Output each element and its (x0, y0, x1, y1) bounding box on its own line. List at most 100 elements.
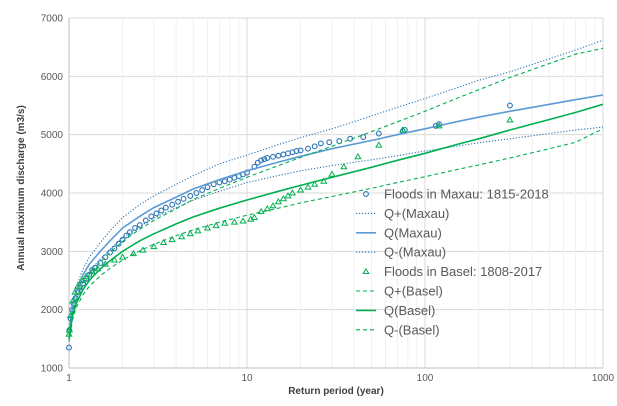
data-point (78, 276, 86, 283)
data-point (169, 201, 176, 208)
y-tick-label: 4000 (41, 189, 64, 200)
data-point (320, 177, 328, 184)
data-point (71, 288, 79, 295)
data-point (66, 344, 72, 351)
data-point (354, 153, 362, 160)
data-point (139, 246, 147, 253)
data-point (158, 207, 165, 214)
data-point (305, 145, 311, 152)
data-point (257, 207, 265, 215)
data-point (199, 187, 206, 194)
legend-label: Floods in Maxau: 1815-2018 (384, 187, 549, 202)
data-point (239, 217, 247, 224)
data-point (311, 180, 319, 187)
series-line (68, 94, 604, 334)
legend-label: Q+(Basel) (384, 284, 443, 299)
data-point (435, 122, 443, 129)
tick-labels: 1000 2000 3000 4000 5000 6000 7000 1 10 100 1000 (41, 14, 615, 385)
legend-label: Q(Basel) (384, 303, 435, 318)
data-point (180, 195, 187, 202)
data-point (74, 282, 82, 289)
data-point (270, 153, 276, 160)
series-4 (65, 116, 514, 337)
data-point (162, 204, 169, 211)
data-point (187, 192, 194, 199)
data-point (118, 253, 127, 260)
legend-item: Q(Maxau) (356, 225, 442, 240)
data-point (102, 254, 109, 261)
data-point (132, 225, 139, 231)
data-point (142, 217, 149, 224)
y-tick-label: 5000 (41, 130, 64, 141)
y-axis-title: Annual maximum discharge (m3/s) (16, 105, 27, 271)
data-point (297, 147, 304, 154)
data-point (340, 162, 348, 170)
data-point (168, 235, 176, 243)
legend-item: Floods in Basel: 1808-2017 (362, 264, 542, 279)
data-point (258, 157, 265, 164)
data-point (311, 143, 318, 150)
data-point (204, 184, 211, 191)
series-2 (68, 94, 604, 334)
legend-label: Q-(Maxau) (384, 245, 446, 260)
legend-item: Q+(Basel) (356, 284, 443, 299)
y-tick-label: 1000 (41, 364, 64, 375)
data-point (269, 202, 277, 209)
legend-label: Q+(Maxau) (384, 206, 449, 221)
data-point (88, 267, 96, 275)
legend-circle-marker (363, 191, 369, 197)
series-1 (68, 39, 604, 331)
data-point (148, 213, 155, 220)
legend-item: Q-(Maxau) (356, 245, 446, 260)
data-point (264, 155, 271, 161)
data-point (261, 156, 268, 163)
y-tick-label: 6000 (41, 72, 64, 83)
data-point (288, 189, 297, 196)
data-point (127, 229, 133, 236)
data-point (360, 134, 367, 140)
data-point (279, 195, 288, 202)
x-axis-title: Return period (year) (288, 386, 384, 397)
x-tick-label: 1000 (592, 373, 615, 384)
data-point (212, 221, 220, 229)
data-point (284, 192, 292, 199)
series-line (68, 103, 604, 339)
data-point (69, 297, 77, 304)
data-point (296, 186, 305, 193)
y-tick-label: 7000 (41, 14, 64, 25)
data-point (221, 219, 229, 226)
data-point (107, 249, 113, 256)
legend-item: Q(Basel) (356, 303, 435, 318)
data-point (399, 126, 407, 133)
legend-triangle-marker (362, 267, 370, 275)
axes (68, 18, 603, 369)
data-point (506, 102, 513, 109)
data-point (250, 213, 259, 220)
data-point (111, 245, 118, 252)
data-point (506, 116, 514, 123)
data-point (159, 238, 168, 246)
x-tick-label: 10 (241, 373, 253, 384)
data-point (123, 232, 130, 239)
data-point (293, 148, 300, 154)
data-point (178, 232, 186, 240)
legend-label: Floods in Basel: 1808-2017 (384, 264, 542, 279)
legend-label: Q-(Basel) (384, 322, 440, 337)
legend-item: Floods in Maxau: 1815-2018 (363, 187, 549, 202)
data-point (194, 227, 202, 234)
data-point (328, 170, 336, 177)
series-6 (68, 103, 604, 339)
data-point (221, 178, 228, 185)
series-layer (65, 39, 604, 351)
series-line (68, 126, 604, 336)
data-point (129, 249, 138, 257)
data-point (317, 140, 324, 147)
data-point (175, 198, 182, 205)
legend-label: Q(Maxau) (384, 225, 442, 240)
data-point (203, 224, 212, 231)
data-point (436, 121, 443, 128)
data-point (150, 242, 158, 250)
data-point (193, 190, 200, 196)
